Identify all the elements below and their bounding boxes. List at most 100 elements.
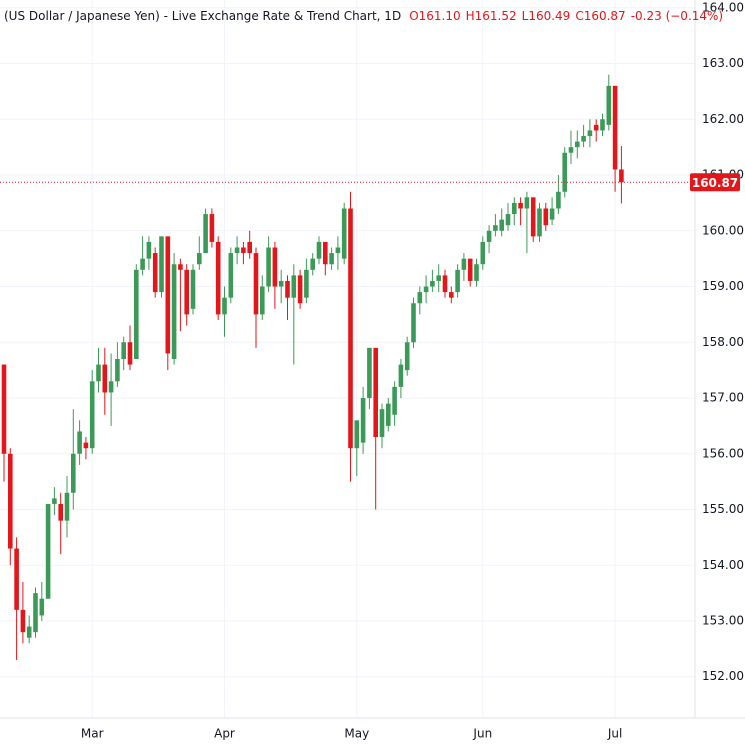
candle-body	[606, 85, 612, 125]
candles	[0, 74, 695, 661]
candle-body	[291, 275, 297, 298]
candle-body	[209, 214, 215, 242]
candle-body	[146, 241, 152, 259]
header-close: C160.87	[575, 9, 625, 23]
candle-body	[530, 197, 536, 237]
y-tick-label: 153.00	[702, 614, 744, 628]
candle-body	[386, 403, 391, 426]
candle-body	[543, 208, 549, 226]
x-tick-label: Jul	[607, 727, 622, 741]
candle-body	[493, 225, 498, 231]
header-low: L160.49	[522, 9, 571, 23]
candle-body	[392, 386, 397, 415]
candle-body	[593, 124, 599, 131]
candle-body	[348, 208, 353, 449]
candle-body	[278, 280, 284, 287]
candle-body	[108, 381, 114, 393]
candle-body	[234, 247, 240, 254]
candle-body	[461, 258, 467, 270]
candle-body	[121, 342, 126, 359]
y-tick-label: 159.00	[702, 279, 744, 293]
candle-body	[329, 253, 334, 265]
candle-body	[33, 593, 38, 633]
candle-body	[587, 130, 593, 137]
candle-body	[486, 230, 492, 242]
last-price-badge	[690, 173, 740, 192]
candle-body	[304, 269, 309, 298]
y-tick-label: 164.00	[702, 0, 744, 14]
y-tick-label: 162.00	[702, 112, 744, 126]
candle-body	[20, 609, 26, 633]
candle-body	[178, 264, 183, 270]
candle-body	[524, 197, 530, 209]
candle-body	[398, 364, 404, 387]
candle-body	[247, 241, 252, 254]
y-tick-label: 154.00	[702, 558, 744, 572]
candle-body	[575, 141, 580, 148]
y-tick-label: 157.00	[702, 391, 744, 405]
candle-body	[228, 253, 234, 298]
candle-body	[190, 269, 196, 309]
y-tick-label: 163.00	[702, 56, 744, 70]
candle-body	[215, 241, 221, 315]
last-price-label: 160.87	[692, 176, 738, 190]
candle-body	[612, 85, 618, 170]
candle-body	[499, 219, 504, 231]
candle-body	[134, 269, 139, 359]
candle-body	[373, 347, 378, 438]
candle-body	[316, 241, 322, 259]
candle-body	[562, 152, 567, 192]
candle-body	[96, 364, 101, 382]
candle-body	[411, 303, 416, 343]
candle-body	[14, 548, 19, 610]
y-tick-label: 160.00	[702, 223, 744, 237]
candle-body	[64, 492, 70, 521]
candle-body	[512, 202, 517, 215]
candle-body	[52, 498, 57, 504]
header-open: O161.10	[409, 9, 460, 23]
candle-body	[140, 258, 145, 270]
grid	[0, 0, 695, 718]
candle-body	[165, 236, 171, 354]
candle-body	[568, 147, 574, 153]
candle-body	[1, 364, 7, 454]
candle-body	[556, 191, 561, 209]
candle-body	[272, 247, 278, 287]
candle-body	[505, 214, 511, 226]
candle-body	[404, 342, 410, 371]
candle-body	[341, 208, 347, 259]
candle-body	[71, 453, 76, 493]
candle-body	[423, 286, 429, 293]
header-change: -0.23 (−0.14%)	[631, 9, 723, 23]
candle-body	[77, 431, 82, 454]
candle-body	[297, 275, 303, 304]
candle-body	[171, 264, 177, 359]
candle-body	[436, 275, 441, 281]
header-high: H161.52	[466, 9, 517, 23]
candle-body	[335, 247, 341, 254]
y-tick-label: 155.00	[702, 502, 744, 516]
candle-body	[619, 169, 624, 183]
candle-body	[310, 258, 315, 270]
candle-body	[285, 280, 290, 298]
candle-body	[449, 292, 454, 298]
chart-title: (US Dollar / Japanese Yen) - Live Exchan…	[4, 9, 401, 23]
candle-body	[26, 626, 32, 638]
candle-body	[260, 286, 265, 315]
x-tick-label: Jun	[472, 727, 492, 741]
candle-body	[222, 297, 227, 315]
x-tick-label: May	[344, 727, 369, 741]
candle-body	[537, 208, 542, 237]
candle-body	[467, 258, 473, 281]
x-tick-label: Mar	[81, 727, 104, 741]
candle-body	[480, 241, 486, 265]
candle-body	[266, 247, 271, 287]
candle-body	[45, 503, 51, 599]
candle-body	[379, 409, 385, 438]
candle-body	[127, 342, 133, 365]
y-tick-label: 152.00	[702, 669, 744, 683]
candle-body	[203, 214, 208, 254]
candle-body	[241, 247, 246, 254]
candle-body	[253, 253, 259, 315]
candle-body	[581, 136, 586, 142]
